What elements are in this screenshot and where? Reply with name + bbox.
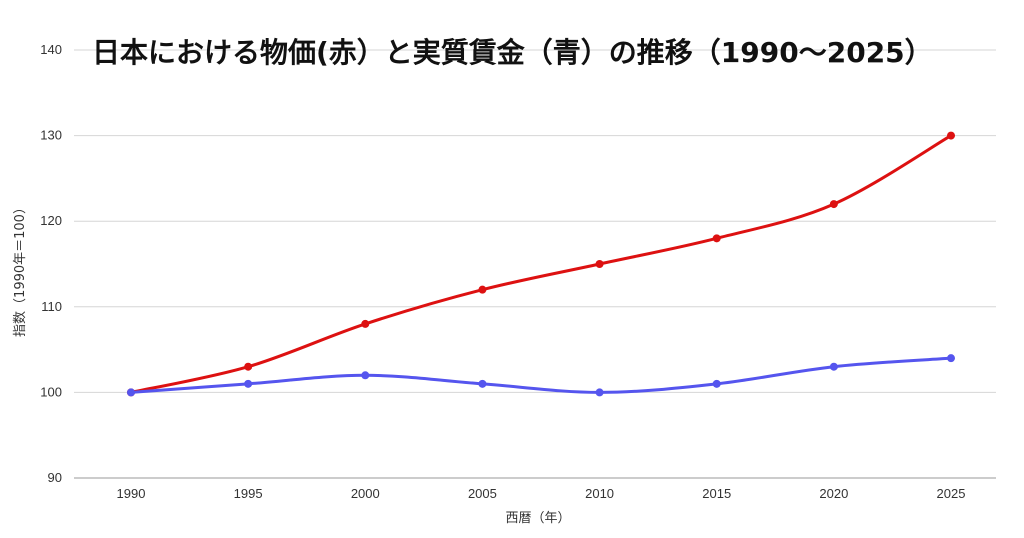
x-tick-labels: 1990 1995 2000 2005 2010 2015 2020 2025 [117,486,966,501]
x-axis-title: 西暦（年） [505,511,570,526]
y-tick-label: 140 [40,42,62,57]
data-point [712,379,721,388]
data-point [829,200,838,209]
data-point [712,234,721,243]
y-tick-label: 120 [40,213,62,228]
chart-title: 日本における物価(赤）と実質賃金（青）の推移（1990〜2025） [92,36,933,69]
data-point [947,131,955,140]
data-point [127,388,135,397]
data-point [947,354,955,363]
x-tick-label: 2015 [702,486,731,501]
x-tick-label: 2025 [937,486,966,501]
y-gridlines [74,49,996,393]
data-point [829,362,838,371]
data-point [478,379,487,388]
x-tick-label: 1990 [117,486,146,501]
x-tick-label: 2010 [585,486,614,501]
x-tick-label: 2020 [819,486,848,501]
data-point [244,379,253,388]
series-layer [127,131,955,397]
y-tick-labels: 90 100 110 120 130 140 [40,42,62,485]
real-wage-series [127,354,955,397]
data-point [595,388,604,397]
x-tick-label: 1995 [234,486,263,501]
data-point [244,362,253,371]
y-tick-label: 110 [41,299,62,314]
data-point [361,319,370,328]
x-tick-label: 2005 [468,486,497,501]
series-line [129,134,953,394]
data-point [361,371,370,380]
y-axis-title: 指数（1990年＝100） [13,201,28,337]
x-tick-label: 2000 [351,486,380,501]
series-line [129,356,953,394]
y-tick-label: 130 [40,128,62,143]
price-series [127,131,955,397]
y-tick-label: 90 [48,470,62,485]
data-point [478,285,487,294]
data-point [595,260,604,268]
y-tick-label: 100 [40,384,62,399]
